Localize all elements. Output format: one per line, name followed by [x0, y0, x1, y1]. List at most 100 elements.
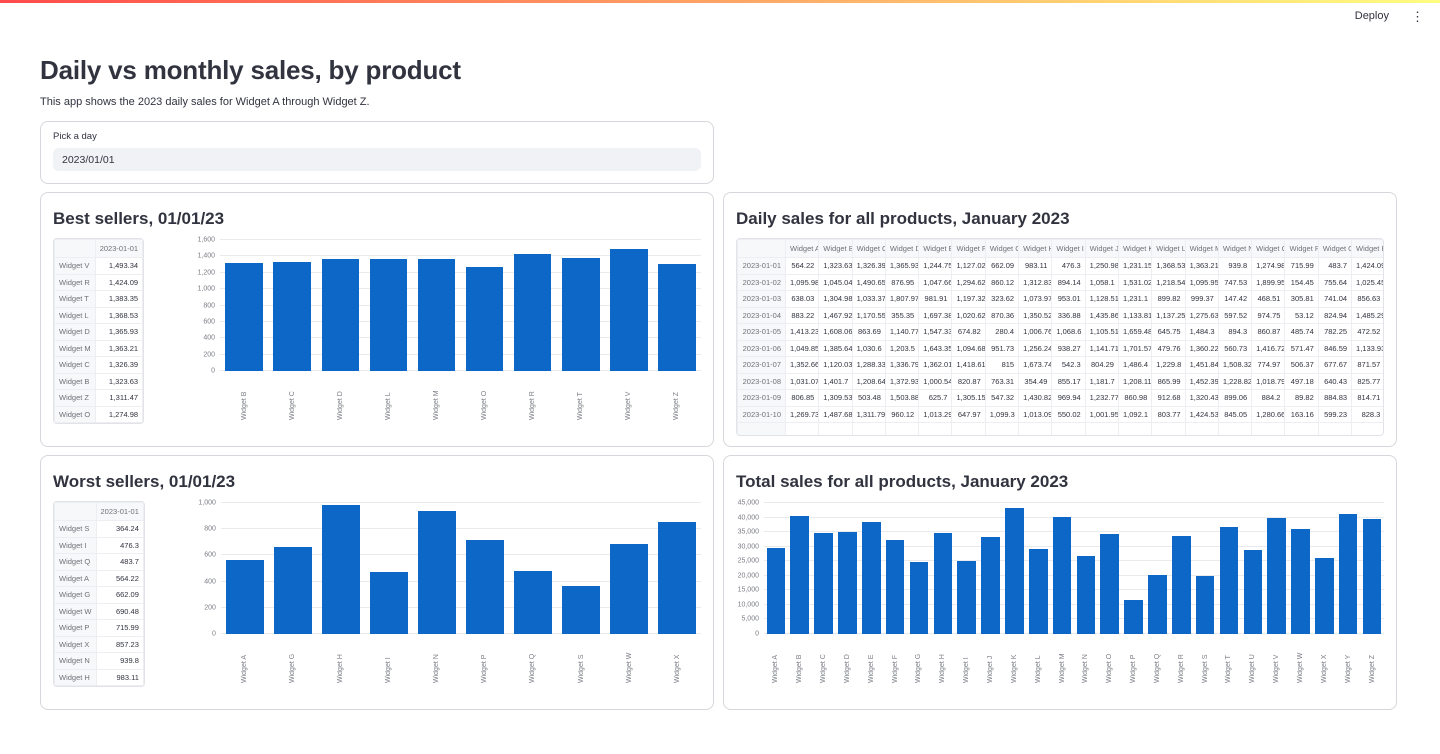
value-cell[interactable]: 974.75: [1251, 306, 1286, 324]
value-cell[interactable]: 547.32: [984, 389, 1020, 407]
row-index-cell[interactable]: Widget G: [54, 586, 97, 604]
value-cell[interactable]: 824.94: [1317, 306, 1353, 324]
value-cell[interactable]: 1,363.21: [1184, 257, 1219, 275]
value-cell[interactable]: 774.97: [1251, 356, 1286, 374]
value-cell[interactable]: 1,701.57: [1117, 339, 1153, 357]
value-cell[interactable]: 1,280.66: [1251, 405, 1286, 423]
value-cell[interactable]: 1,128.51: [1084, 290, 1119, 308]
row-index-cell[interactable]: Widget H: [54, 668, 97, 686]
value-cell[interactable]: 983.11: [1018, 257, 1053, 275]
row-index-cell[interactable]: 2023-01-03: [737, 290, 786, 308]
row-index-cell[interactable]: Widget T: [54, 290, 96, 308]
value-cell[interactable]: 1,020.62: [951, 306, 986, 324]
row-index-cell[interactable]: 2023-01-07: [737, 356, 786, 374]
value-cell[interactable]: 479.76: [1151, 339, 1186, 357]
value-cell[interactable]: 1,493.34: [94, 257, 144, 275]
value-cell[interactable]: 1,137.25: [1151, 306, 1186, 324]
value-cell[interactable]: 560.73: [1217, 339, 1253, 357]
value-cell[interactable]: 825.77: [1351, 372, 1383, 390]
value-cell[interactable]: 336.88: [1051, 306, 1086, 324]
row-index-cell[interactable]: Widget O: [54, 405, 96, 423]
value-cell[interactable]: 1,092.1: [1117, 405, 1153, 423]
value-cell[interactable]: 355.35: [884, 306, 920, 324]
value-cell[interactable]: 647.97: [951, 405, 986, 423]
value-cell[interactable]: 951.73: [984, 339, 1020, 357]
row-index-cell[interactable]: Widget B: [54, 372, 96, 390]
value-cell[interactable]: 846.59: [1317, 339, 1353, 357]
row-index-cell[interactable]: 2023-01-01: [737, 257, 786, 275]
value-cell[interactable]: 1,807.97: [884, 290, 920, 308]
value-cell[interactable]: 564.22: [95, 569, 144, 587]
row-index-cell[interactable]: 2023-01-09: [737, 389, 786, 407]
value-cell[interactable]: 804.29: [1084, 356, 1119, 374]
value-cell[interactable]: 662.09: [984, 257, 1020, 275]
row-index-cell[interactable]: Widget M: [54, 339, 96, 357]
value-cell[interactable]: 1,105.51: [1084, 323, 1119, 341]
deploy-button[interactable]: Deploy: [1351, 8, 1393, 24]
value-cell[interactable]: 806.85: [784, 389, 820, 407]
value-cell[interactable]: 1,372.93: [884, 372, 920, 390]
value-cell[interactable]: 1,430.82: [1018, 389, 1053, 407]
value-cell[interactable]: 863.69: [851, 323, 886, 341]
row-index-cell[interactable]: 2023-01-10: [737, 405, 786, 423]
value-cell[interactable]: 564.22: [784, 257, 820, 275]
value-cell[interactable]: 476.3: [95, 536, 144, 554]
value-cell[interactable]: 876.95: [884, 273, 920, 291]
value-cell[interactable]: 1,197.32: [951, 290, 986, 308]
value-cell[interactable]: 938.27: [1051, 339, 1086, 357]
value-cell[interactable]: 1,000.54: [918, 372, 953, 390]
value-cell[interactable]: 763.31: [984, 372, 1020, 390]
value-cell[interactable]: 163.16: [1284, 405, 1319, 423]
value-cell[interactable]: 483.7: [1317, 257, 1353, 275]
value-cell[interactable]: 747.53: [1217, 273, 1253, 291]
value-cell[interactable]: 939.8: [95, 652, 144, 670]
value-cell[interactable]: 476.3: [1051, 257, 1086, 275]
value-cell[interactable]: 1,094.68: [951, 339, 986, 357]
value-cell[interactable]: 782.25: [1317, 323, 1353, 341]
value-cell[interactable]: 1,608.06: [818, 323, 853, 341]
value-cell[interactable]: 1,413.23: [784, 323, 820, 341]
value-cell[interactable]: 960.12: [884, 405, 920, 423]
value-cell[interactable]: 1,013.29: [918, 405, 953, 423]
value-cell[interactable]: 828.3: [1351, 405, 1383, 423]
value-cell[interactable]: 1,547.33: [918, 323, 953, 341]
value-cell[interactable]: 883.22: [784, 306, 820, 324]
value-cell[interactable]: 1,203.5: [884, 339, 920, 357]
value-cell[interactable]: 1,673.74: [1018, 356, 1053, 374]
value-cell[interactable]: 503.48: [851, 389, 886, 407]
row-index-cell[interactable]: 2023-01-06: [737, 339, 786, 357]
value-cell[interactable]: 894.3: [1217, 323, 1253, 341]
value-cell[interactable]: 857.23: [95, 635, 144, 653]
row-index-cell[interactable]: Widget Q: [54, 553, 97, 571]
value-cell[interactable]: 305.81: [1284, 290, 1319, 308]
value-cell[interactable]: 599.23: [1317, 405, 1353, 423]
value-cell[interactable]: 1,383.35: [94, 290, 144, 308]
value-cell[interactable]: 1,228.82: [1217, 372, 1253, 390]
value-cell[interactable]: 1,170.55: [851, 306, 886, 324]
value-cell[interactable]: 364.24: [95, 520, 144, 538]
value-cell[interactable]: 1,487.68: [818, 405, 853, 423]
row-index-cell[interactable]: Widget V: [54, 257, 96, 275]
value-cell[interactable]: 1,305.15: [951, 389, 986, 407]
value-cell[interactable]: 912.68: [1151, 389, 1186, 407]
value-cell[interactable]: 1,490.65: [851, 273, 886, 291]
value-cell[interactable]: 1,018.79: [1251, 372, 1286, 390]
value-cell[interactable]: 625.7: [918, 389, 953, 407]
value-cell[interactable]: 1,312.83: [1018, 273, 1053, 291]
value-cell[interactable]: 884.83: [1317, 389, 1353, 407]
value-cell[interactable]: 640.43: [1317, 372, 1353, 390]
value-cell[interactable]: 1,294.62: [951, 273, 986, 291]
value-cell[interactable]: 677.67: [1317, 356, 1353, 374]
value-cell[interactable]: 1,006.76: [1018, 323, 1053, 341]
value-cell[interactable]: 1,229.8: [1151, 356, 1186, 374]
value-cell[interactable]: 755.64: [1317, 273, 1353, 291]
value-cell[interactable]: 1,418.61: [951, 356, 986, 374]
value-cell[interactable]: 1,508.32: [1217, 356, 1253, 374]
value-cell[interactable]: 542.3: [1051, 356, 1086, 374]
value-cell[interactable]: 1,095.98: [784, 273, 820, 291]
value-cell[interactable]: 1,424.09: [1351, 257, 1383, 275]
value-cell[interactable]: 1,643.35: [918, 339, 953, 357]
row-index-cell[interactable]: Widget A: [54, 569, 97, 587]
kebab-menu-icon[interactable]: ⋮: [1411, 8, 1424, 24]
value-cell[interactable]: 814.71: [1351, 389, 1383, 407]
